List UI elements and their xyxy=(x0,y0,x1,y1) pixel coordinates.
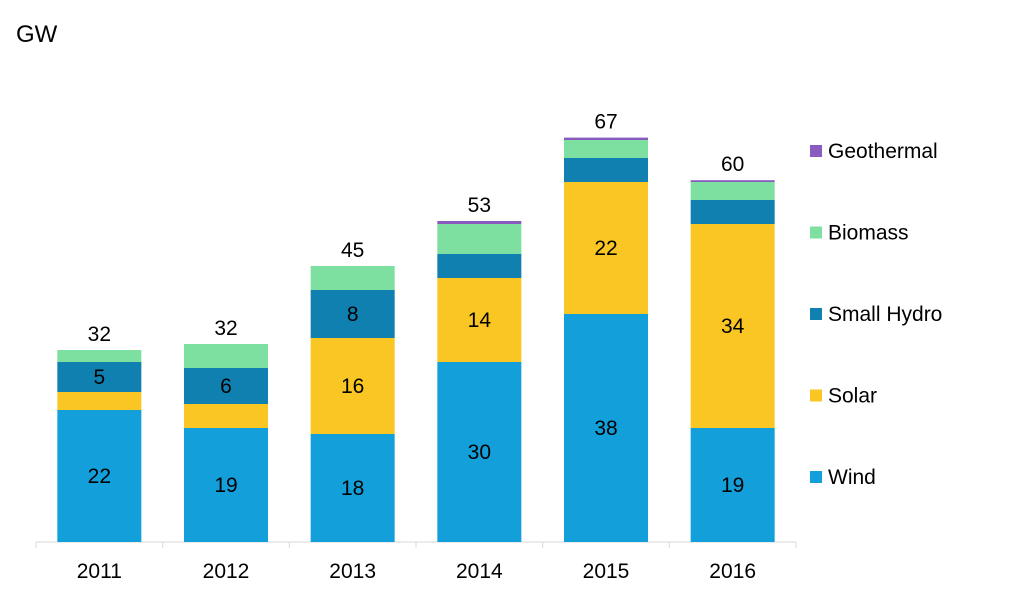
bar-solar-2015 xyxy=(564,182,648,314)
bar-wind-2011 xyxy=(57,410,142,542)
x-axis xyxy=(35,541,797,548)
bars: 22 5 19 6 18 16 8 30 14 38 22 19 34 xyxy=(57,137,775,542)
bar-solar-2013 xyxy=(310,338,395,434)
bar-biomass-2013 xyxy=(310,266,395,290)
total-labels: 32 32 45 53 67 60 xyxy=(88,111,745,346)
x-tick-label-2015: 2015 xyxy=(583,560,630,583)
total-label-2015: 67 xyxy=(594,111,617,134)
unit-label: GW xyxy=(16,21,58,48)
x-tick-label-2016: 2016 xyxy=(709,560,756,583)
legend-label-small-hydro: Small Hydro xyxy=(828,303,942,326)
bar-solar-2014 xyxy=(437,278,522,362)
legend-swatch-biomass xyxy=(810,226,822,239)
bar-biomass-2011 xyxy=(57,350,142,362)
data-label-wind-2014: 30 xyxy=(468,441,491,464)
bar-wind-2013 xyxy=(310,434,395,542)
bar-small-hydro-2011 xyxy=(57,362,142,392)
x-tick-label-2013: 2013 xyxy=(329,560,376,583)
total-label-2013: 45 xyxy=(341,239,364,262)
bar-solar-2016 xyxy=(690,224,775,428)
data-label-solar-2016: 34 xyxy=(721,315,745,338)
bar-small-hydro-2013 xyxy=(310,290,395,338)
bar-wind-2014 xyxy=(437,362,522,542)
bar-wind-2016 xyxy=(690,428,775,542)
data-label-small-hydro-2013: 8 xyxy=(347,303,359,326)
x-tick-label-2012: 2012 xyxy=(203,560,250,583)
total-label-2016: 60 xyxy=(721,153,744,176)
data-label-small-hydro-2011: 5 xyxy=(93,366,105,389)
legend-label-wind: Wind xyxy=(828,466,876,489)
bar-biomass-2014 xyxy=(437,224,522,254)
bar-solar-2012 xyxy=(184,404,268,428)
legend-swatch-small-hydro xyxy=(810,308,822,320)
data-label-wind-2012: 19 xyxy=(214,474,237,497)
bar-small-hydro-2016 xyxy=(690,200,775,224)
data-label-wind-2016: 19 xyxy=(721,474,744,497)
data-label-solar-2015: 22 xyxy=(594,237,617,260)
bar-small-hydro-2015 xyxy=(564,158,648,182)
legend-label-biomass: Biomass xyxy=(828,222,909,245)
total-label-2011: 32 xyxy=(88,323,111,346)
bar-biomass-2012 xyxy=(184,344,268,368)
x-tick-labels: 2011 2012 2013 2014 2015 2016 xyxy=(77,560,756,583)
bar-geothermal-2016 xyxy=(690,180,775,182)
bar-solar-2011 xyxy=(57,392,142,410)
data-label-solar-2013: 16 xyxy=(341,375,364,398)
bar-geothermal-2015 xyxy=(564,137,648,140)
legend-label-solar: Solar xyxy=(828,385,877,408)
legend-swatch-wind xyxy=(810,471,822,483)
legend: Geothermal Biomass Small Hydro Solar Wind xyxy=(810,140,942,489)
total-label-2012: 32 xyxy=(214,317,237,340)
bar-biomass-2016 xyxy=(690,182,775,200)
bar-wind-2015 xyxy=(564,314,648,542)
data-label-wind-2011: 22 xyxy=(88,465,111,488)
legend-swatch-solar xyxy=(810,389,822,402)
x-tick-label-2014: 2014 xyxy=(456,560,503,583)
legend-swatch-geothermal xyxy=(810,145,822,157)
bar-geothermal-2014 xyxy=(437,221,522,224)
data-label-solar-2014: 14 xyxy=(468,309,492,332)
x-tick-label-2011: 2011 xyxy=(77,560,122,583)
data-label-wind-2015: 38 xyxy=(594,417,617,440)
bar-biomass-2015 xyxy=(564,140,648,158)
total-label-2014: 53 xyxy=(468,194,491,217)
bar-wind-2012 xyxy=(184,428,268,542)
legend-label-geothermal: Geothermal xyxy=(828,140,938,163)
bar-small-hydro-2014 xyxy=(437,254,522,278)
data-label-small-hydro-2012: 6 xyxy=(220,375,232,398)
bar-small-hydro-2012 xyxy=(184,368,268,404)
data-label-wind-2013: 18 xyxy=(341,477,364,500)
